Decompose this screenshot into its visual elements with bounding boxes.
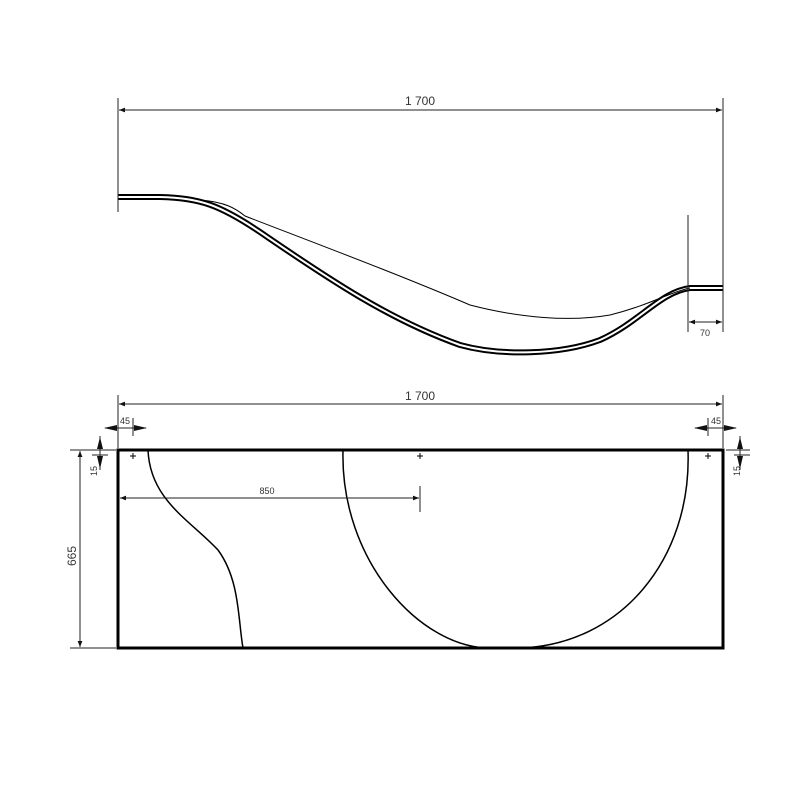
front-panel-outline [116,448,725,650]
label-rim-width: 70 [700,328,710,338]
label-left-offset: 45 [120,416,130,426]
side-profile-view: 1 700 70 [117,94,724,356]
label-right-top-offset: 15 [732,466,742,476]
front-panel-view: 1 700 45 45 15 15 665 850 [65,389,750,650]
label-height: 665 [65,546,79,566]
center-u-curve [342,449,689,649]
label-front-length: 1 700 [405,389,435,403]
profile-outer-shell-inner [118,196,723,354]
label-right-offset: 45 [711,416,721,426]
label-mid-offset: 850 [259,486,274,496]
label-top-length: 1 700 [405,94,435,108]
left-s-curve [147,449,244,649]
label-left-top-offset: 15 [89,466,99,476]
mounting-point-marks [130,453,711,459]
profile-inner-line [199,199,691,319]
